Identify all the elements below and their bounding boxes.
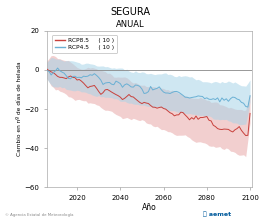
Text: © Agencia Estatal de Meteorología: © Agencia Estatal de Meteorología xyxy=(5,213,74,217)
Legend: RCP8.5     ( 10 ), RCP4.5     ( 10 ): RCP8.5 ( 10 ), RCP4.5 ( 10 ) xyxy=(52,35,117,53)
Text: SEGURA: SEGURA xyxy=(110,7,150,17)
Text: ANUAL: ANUAL xyxy=(116,20,144,29)
X-axis label: Año: Año xyxy=(142,203,157,211)
Y-axis label: Cambio en nº de días de helada: Cambio en nº de días de helada xyxy=(16,62,22,156)
Text: 🅰 aemet: 🅰 aemet xyxy=(203,211,231,217)
